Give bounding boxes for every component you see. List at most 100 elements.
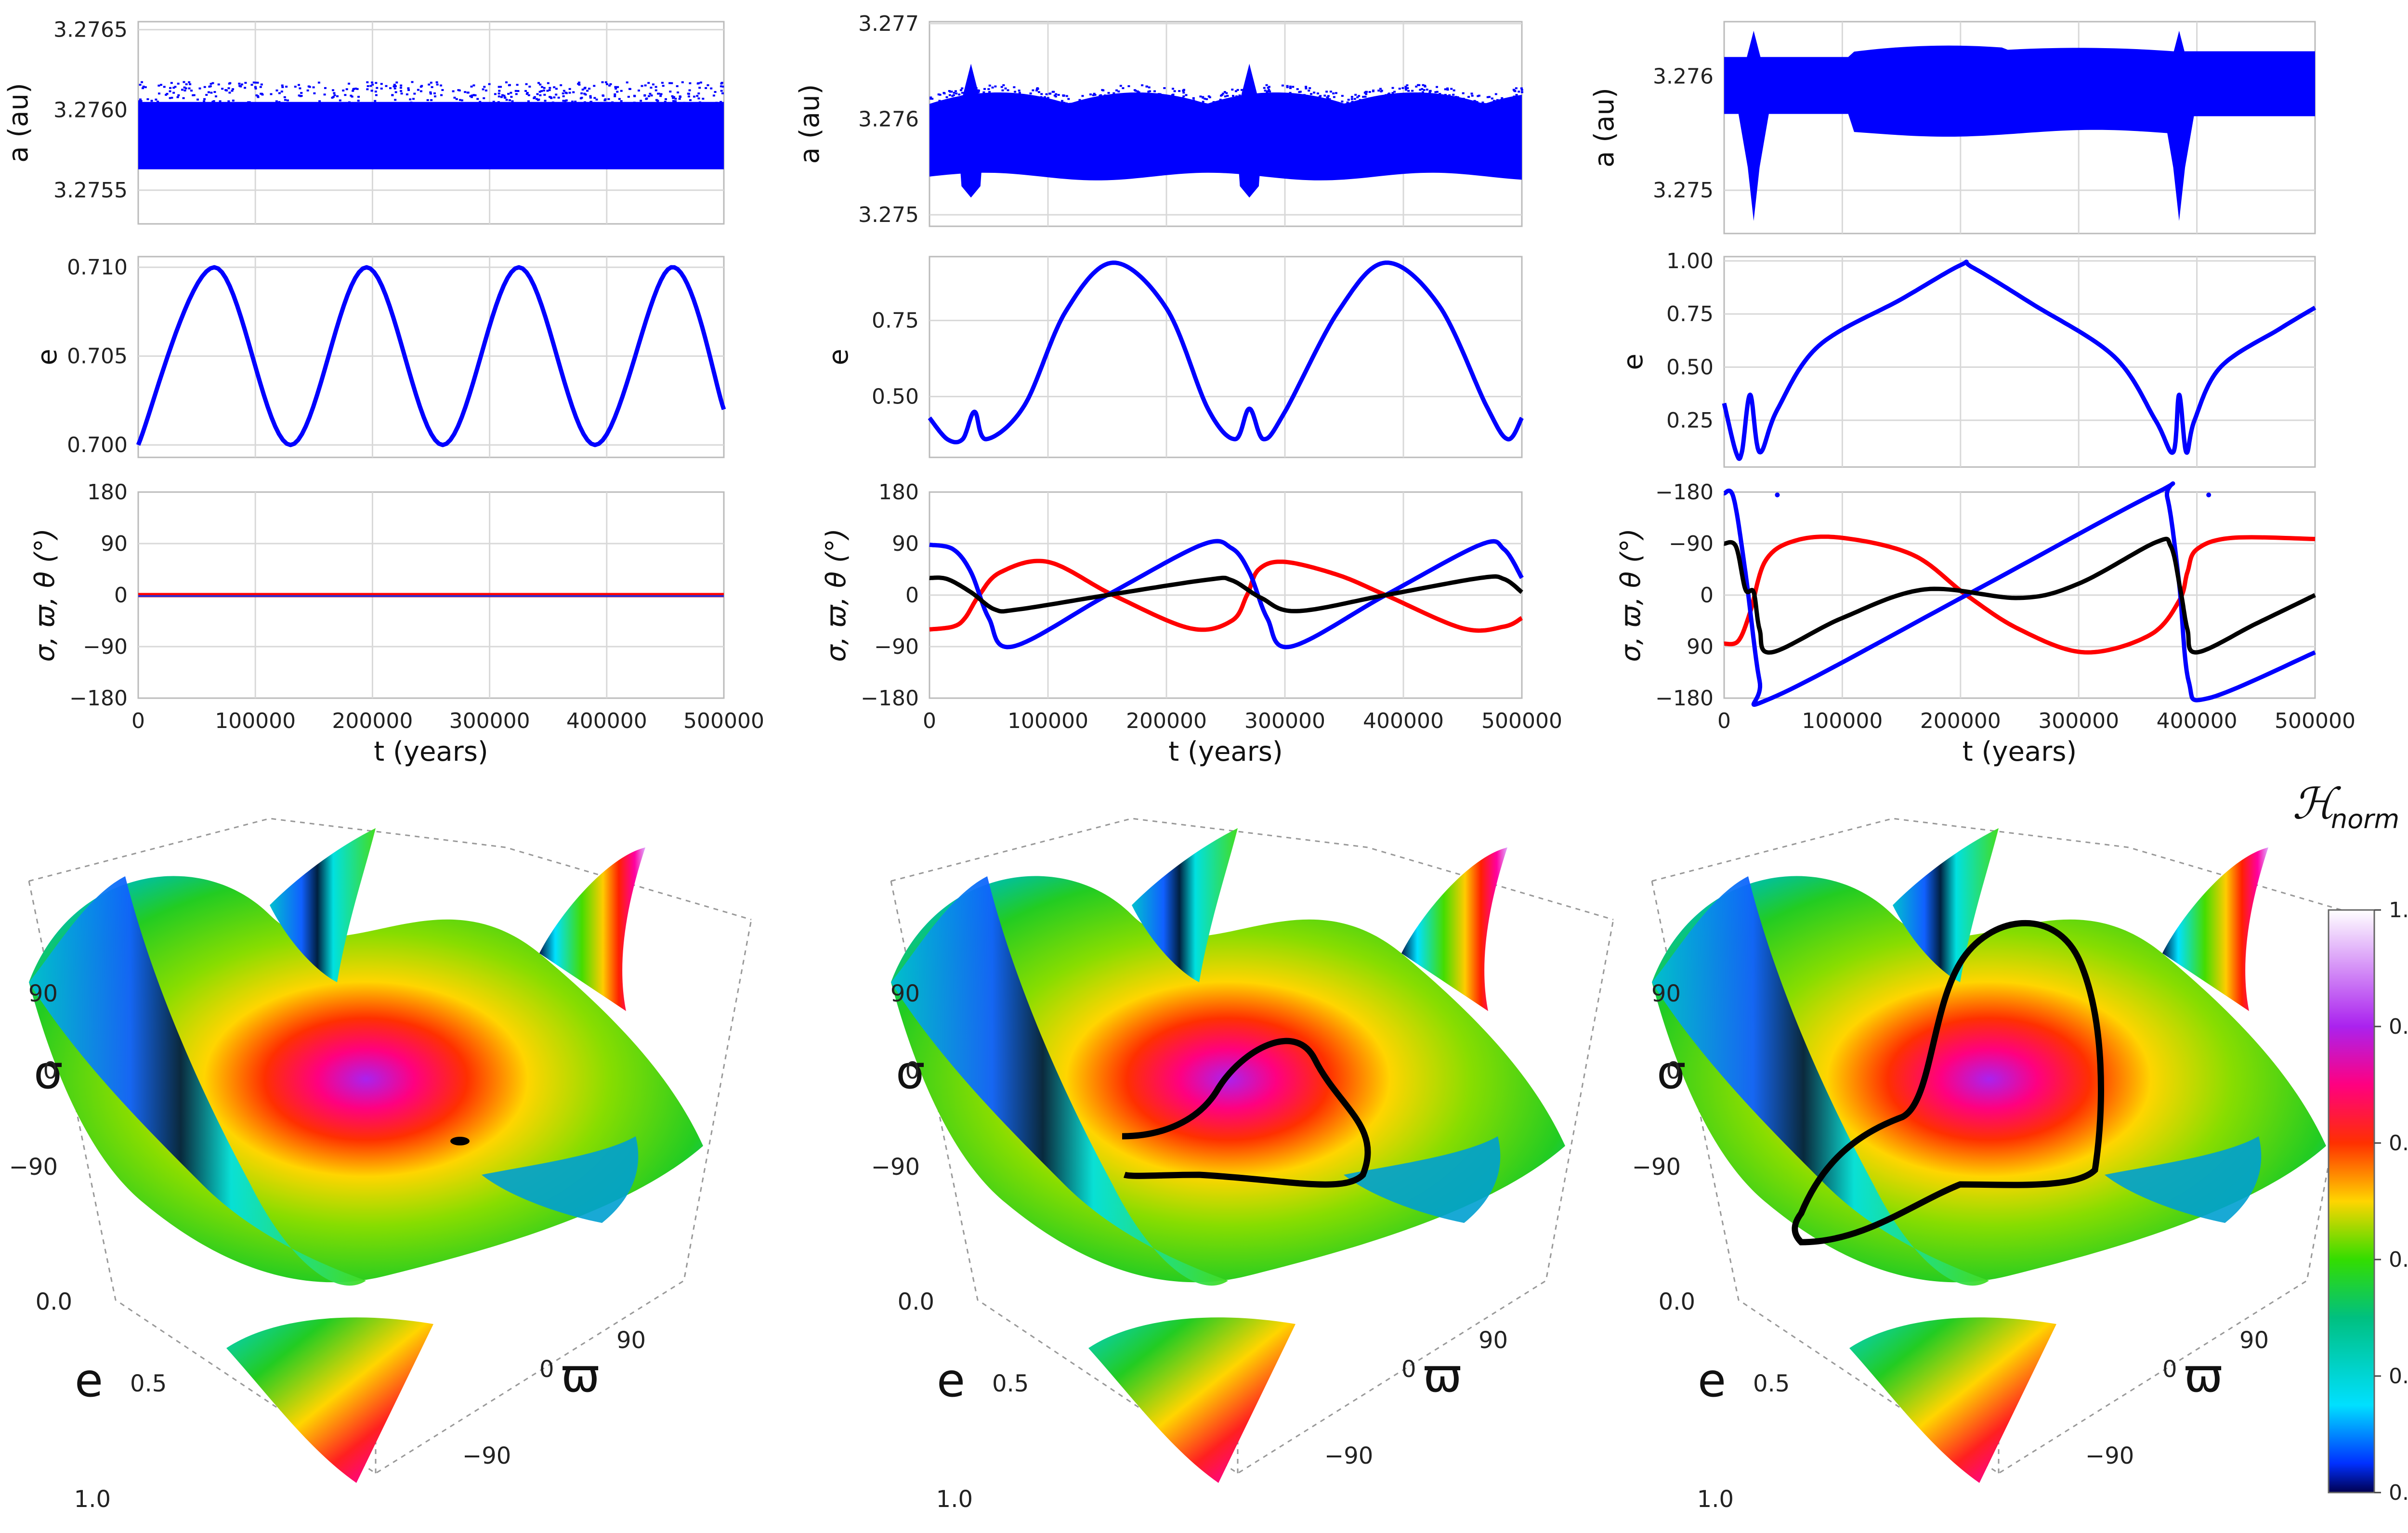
a-scatter-point [1323, 94, 1326, 97]
a-scatter-point [141, 81, 144, 83]
a-scatter-point [393, 85, 395, 88]
a-scatter-point [1157, 93, 1160, 95]
a-scatter-point [1305, 86, 1308, 88]
a-scatter-point [1421, 88, 1424, 90]
a-scatter-point [971, 87, 974, 90]
a-scatter-point [1235, 95, 1238, 98]
a-scatter-point [219, 100, 222, 103]
a-scatter-point [934, 102, 937, 104]
x-tick-label: 0 [1717, 709, 1731, 733]
a-scatter-point [564, 91, 567, 94]
a-spike [1235, 64, 1264, 198]
y-tick-label: −90 [1669, 532, 1714, 556]
a-scatter-point [498, 90, 501, 92]
a-scatter-point [172, 91, 175, 94]
a-scatter-point [139, 98, 142, 101]
a-scatter-point [169, 90, 171, 92]
e-tick: 0.0 [36, 1288, 72, 1315]
a-scatter-point [616, 86, 619, 88]
a-scatter-point [205, 94, 208, 96]
a-scatter-point [1112, 92, 1115, 94]
a-scatter-point [471, 94, 473, 97]
a-scatter-point [710, 87, 713, 90]
a-scatter-point [217, 83, 220, 86]
a-scatter-point [958, 93, 961, 96]
y-tick-label: 3.276 [1653, 65, 1714, 89]
a-scatter-point [430, 81, 432, 84]
a-scatter-point [510, 91, 512, 94]
a-scatter-point [508, 84, 510, 87]
a-scatter-point [950, 91, 953, 93]
box-edge [1651, 818, 2375, 921]
a-scatter-point [435, 81, 438, 83]
a-scatter-point [1234, 90, 1237, 92]
a-scatter-point [616, 91, 619, 93]
a-scatter-point [604, 81, 607, 83]
a-scatter-point [1423, 89, 1426, 91]
a-scatter-point [177, 82, 180, 85]
a-scatter-point [419, 86, 422, 88]
a-scatter-point [654, 86, 657, 88]
surface-projection [1849, 1317, 2056, 1483]
a-scatter-point [500, 96, 503, 98]
a-scatter-point [1163, 87, 1166, 89]
a-scatter-point [212, 100, 215, 103]
y-tick-label: −90 [874, 635, 919, 659]
sigma-axis-label: σ [1657, 1045, 1686, 1099]
a-scatter-point [503, 94, 506, 97]
a-scatter-point [472, 84, 475, 87]
y-tick-label: 0 [1700, 583, 1714, 608]
a-scatter-point [681, 81, 684, 83]
a-scatter-point [1379, 88, 1382, 90]
y-tick-label: 0.710 [67, 255, 128, 280]
a-scatter-point [298, 84, 301, 86]
a-scatter-point [1093, 92, 1096, 95]
a-scatter-point [929, 97, 932, 100]
a-scatter-point [1418, 92, 1421, 94]
trajectory-point [450, 1137, 470, 1145]
a-scatter-point [169, 97, 171, 99]
a-scatter-point [275, 100, 278, 103]
x-tick-label: 300000 [449, 709, 530, 733]
a-scatter-point [255, 94, 258, 97]
sigma-axis-label: σ [34, 1045, 63, 1099]
x-tick-label: 200000 [332, 709, 413, 733]
a-scatter-point [211, 82, 214, 84]
a-scatter-point [1266, 91, 1269, 93]
a-scatter-point [1486, 96, 1489, 98]
y-tick-label: 90 [1687, 635, 1714, 659]
a-scatter-point [676, 85, 679, 87]
a-scatter-point [318, 100, 321, 103]
a-scatter-point [677, 91, 680, 94]
a-scatter-point [1467, 96, 1470, 98]
y-tick-label: 90 [892, 532, 919, 556]
a-scatter-point [352, 90, 354, 92]
a-scatter-point [1512, 89, 1515, 91]
sigma-tick: 90 [28, 980, 58, 1007]
a-scatter-point [1252, 88, 1255, 90]
a-scatter-point [553, 96, 556, 99]
a-scatter-point [1515, 94, 1518, 96]
a-scatter-point [1365, 93, 1368, 95]
a-scatter-point [417, 89, 419, 91]
e-tick: 0.0 [1659, 1288, 1695, 1315]
y-tick-label: 90 [101, 532, 128, 556]
a-scatter-point [308, 86, 311, 88]
a-scatter-point [562, 100, 565, 102]
plot-area [1723, 256, 2316, 468]
surface-fin [539, 847, 645, 1011]
a-scatter-point [705, 87, 707, 89]
a-scatter-point [1329, 91, 1332, 93]
a-scatter-point [659, 95, 662, 97]
a-scatter-point [611, 101, 614, 104]
a-scatter-point [647, 82, 650, 84]
a-scatter-point [643, 94, 646, 97]
a-scatter-point [697, 97, 700, 100]
a-scatter-point [260, 83, 263, 86]
a-scatter-point [672, 100, 675, 102]
a-scatter-point [1232, 95, 1235, 97]
a-scatter-point [953, 91, 955, 94]
y-tick-label: 0.50 [872, 385, 919, 409]
a-scatter-point [207, 91, 210, 93]
a-scatter-point [1421, 91, 1424, 93]
